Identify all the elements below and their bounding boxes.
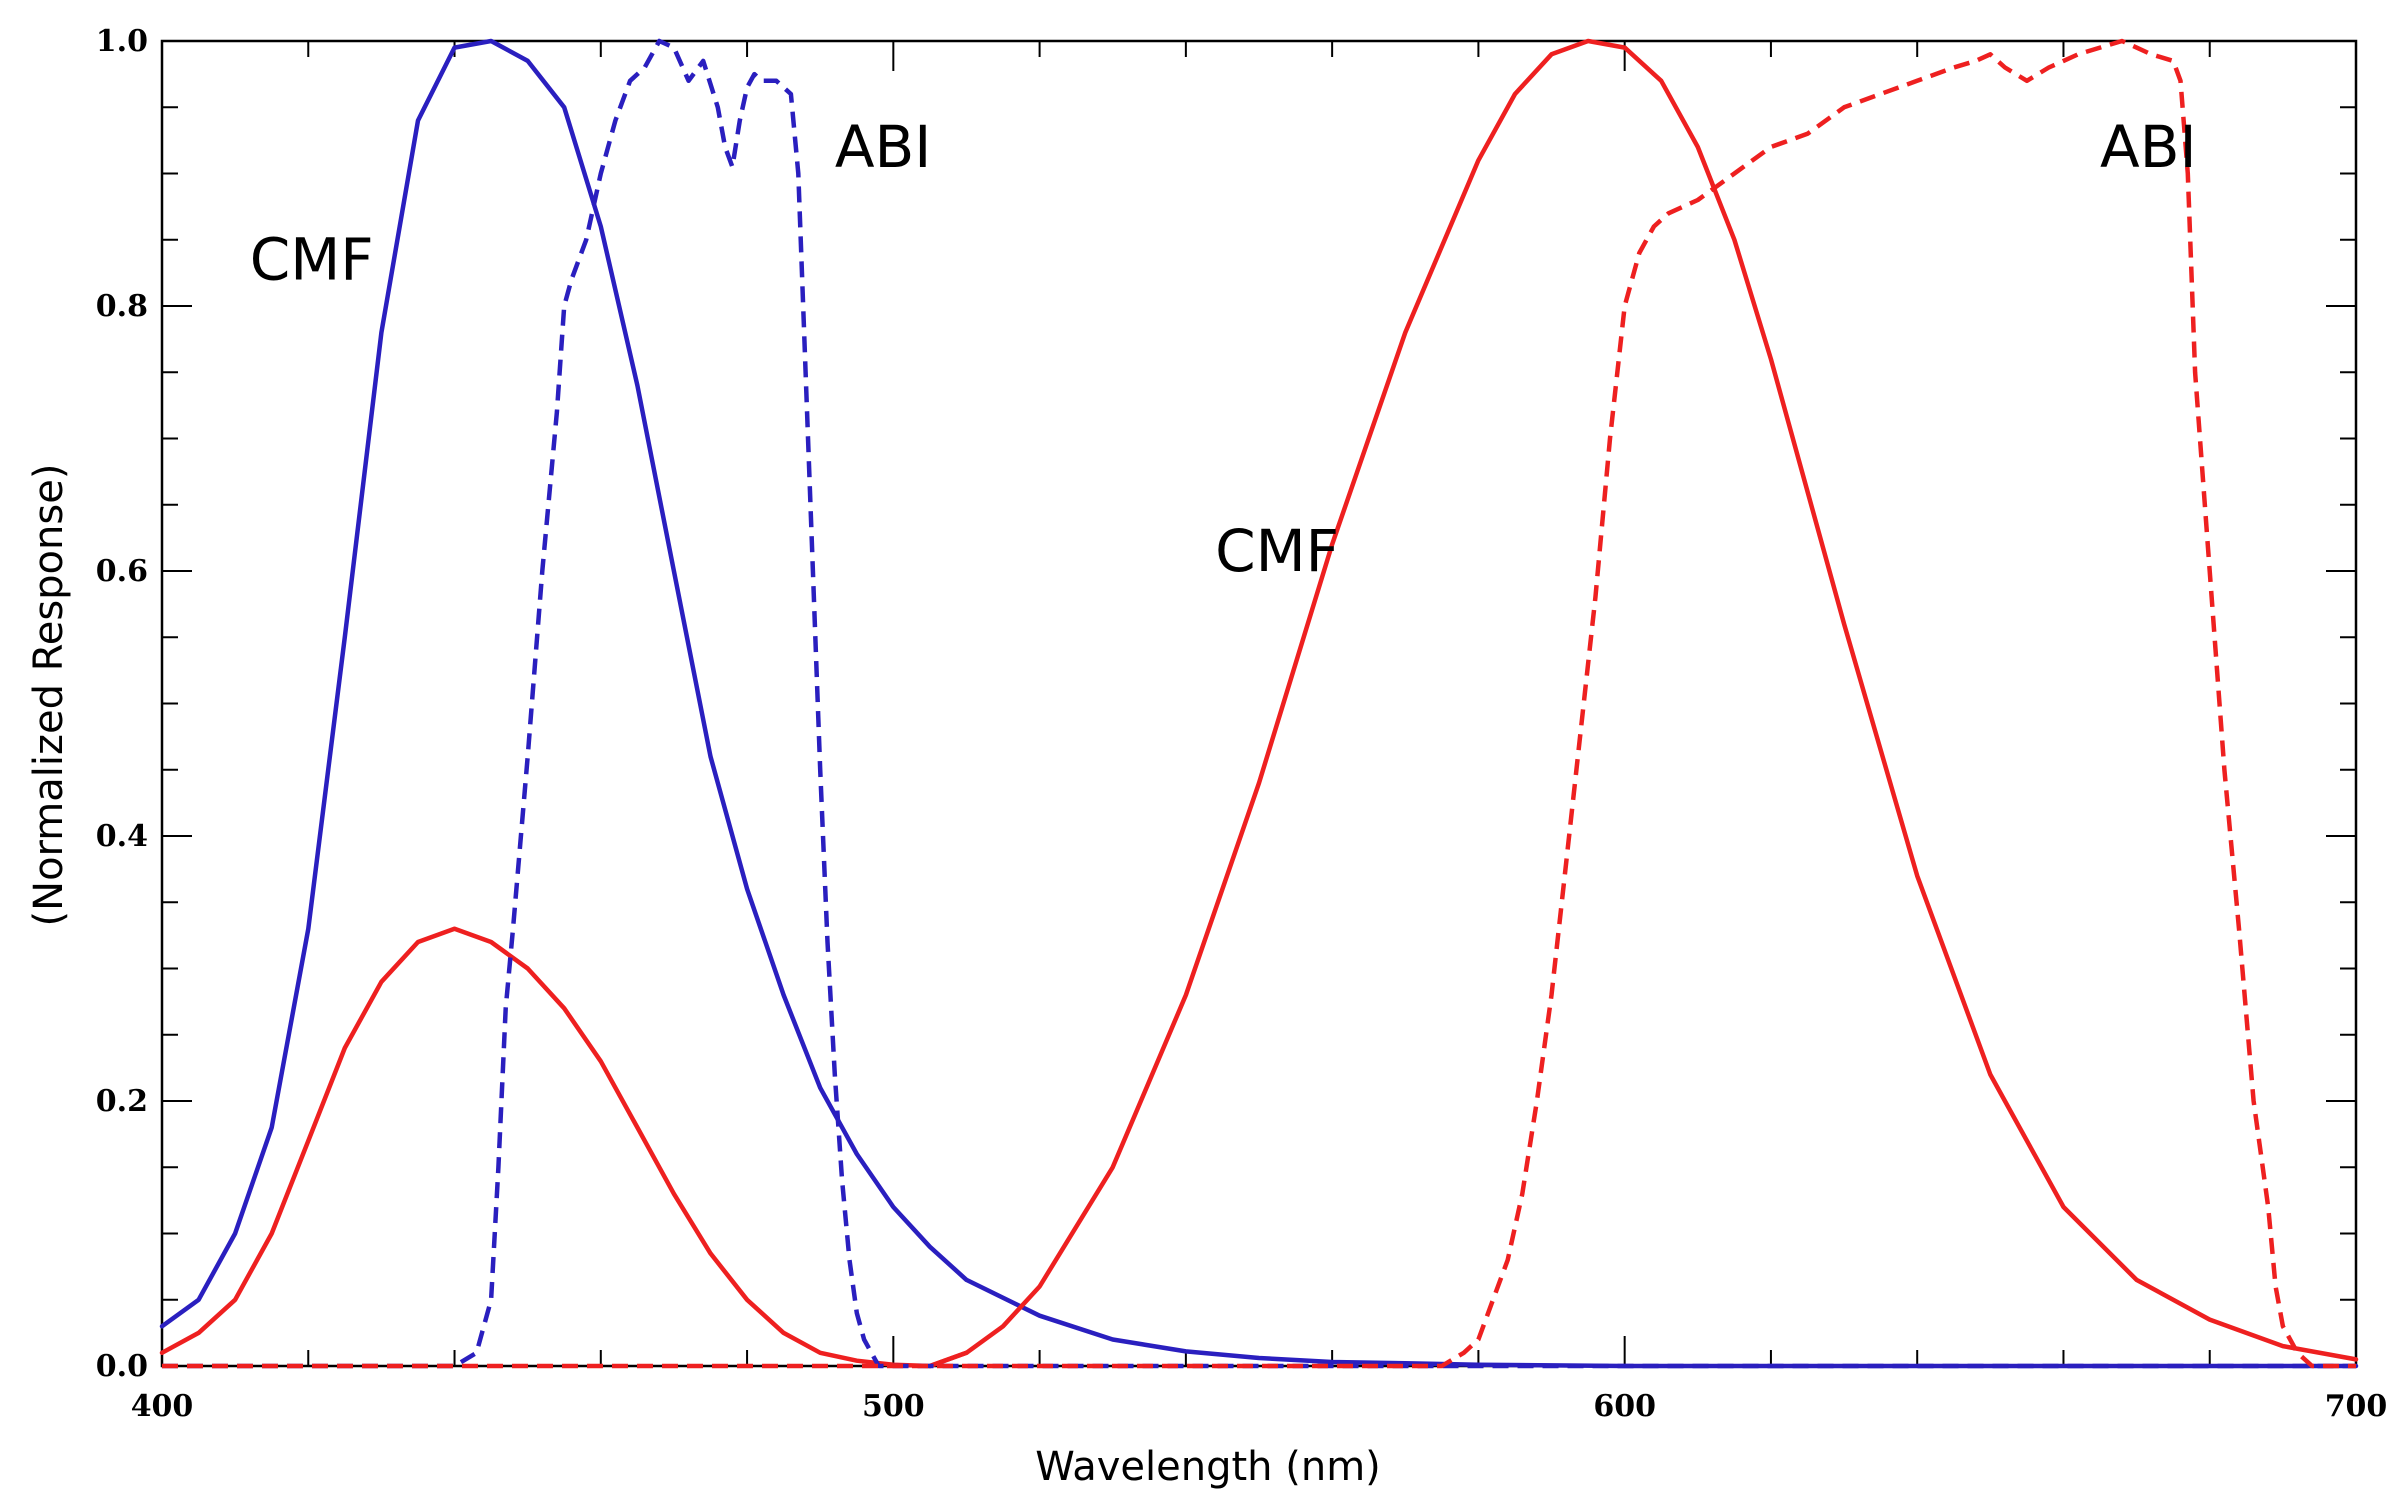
y-tick-label: 0.4 — [96, 819, 148, 854]
annotation-abi: ABI — [835, 113, 932, 181]
y-tick-label: 0.0 — [96, 1349, 148, 1384]
annotation-abi: ABI — [2100, 113, 2197, 181]
y-tick-label: 0.8 — [96, 289, 148, 324]
x-tick-label: 700 — [2325, 1389, 2388, 1424]
x-tick-label: 400 — [131, 1389, 194, 1424]
y-axis-title: (Normalized Response) — [26, 464, 72, 927]
series-cmf-red-long-wavelength-lobe — [927, 38, 2359, 1369]
plot-border — [160, 39, 2358, 1368]
series-abi-red — [162, 38, 2356, 1369]
tick-labels: 400 500 600 700 0.0 0.2 0.4 0.6 0.8 1.0 — [96, 24, 2388, 1424]
annotations: CMF ABI CMF ABI — [250, 113, 2197, 585]
axis-ticks — [161, 40, 2357, 1367]
y-tick-label: 0.2 — [96, 1084, 148, 1119]
annotation-cmf: CMF — [250, 226, 374, 294]
series-cmf-red-short-wavelength-lobe — [159, 926, 969, 1369]
x-tick-label: 600 — [1593, 1389, 1656, 1424]
series-cmf-blue — [159, 38, 2359, 1369]
y-tick-label: 0.6 — [96, 554, 148, 589]
annotation-cmf: CMF — [1215, 517, 1339, 585]
series-abi-blue — [162, 38, 2356, 1369]
x-axis-title: Wavelength (nm) — [1035, 1444, 1381, 1490]
series-lines — [159, 38, 2359, 1369]
plot-frame — [160, 39, 2358, 1368]
x-tick-label: 500 — [862, 1389, 925, 1424]
y-tick-label: 1.0 — [96, 24, 148, 59]
